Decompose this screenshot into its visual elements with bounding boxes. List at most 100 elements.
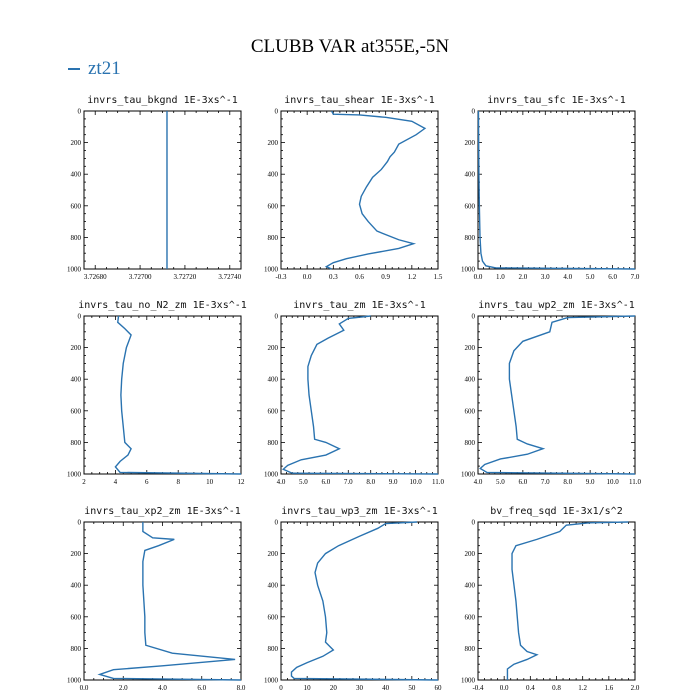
x-tick-label: 12 xyxy=(238,478,246,486)
plot-frame xyxy=(280,521,439,681)
subplot-4: invrs_tau_no_N2_zm 1E-3xs^-1 0 200 400 600 80… xyxy=(67,300,247,486)
x-tick-label: 40 xyxy=(382,684,390,692)
plot-frame xyxy=(83,315,242,475)
legend: zt21 xyxy=(68,58,121,80)
series-line xyxy=(97,522,242,681)
x-tick-label: 4.0 xyxy=(563,273,572,281)
x-tick-label: 3.72720 xyxy=(174,273,197,281)
subplot-1: invrs_tau_bkgnd 1E-3xs^-1 0 200 400 600 800 10… xyxy=(67,95,242,281)
y-tick-label: 200 xyxy=(268,139,279,147)
y-tick-label: 1000 xyxy=(67,471,82,479)
series-line xyxy=(477,110,636,270)
y-tick-label: 0 xyxy=(275,313,279,321)
figure-title: CLUBB VAR at355E,-5N xyxy=(250,36,450,57)
x-tick-label: 11.0 xyxy=(432,478,444,486)
y-tick-label: 600 xyxy=(268,202,279,210)
subplot-3: invrs_tau_sfc 1E-3xs^-1 0 200 400 600 800 1000… xyxy=(461,95,640,281)
y-tick-label: 400 xyxy=(268,376,279,384)
x-tick-label: 1.2 xyxy=(407,273,416,281)
x-tick-label: 10 xyxy=(304,684,312,692)
y-tick-label: 800 xyxy=(268,234,279,242)
subplot-title: invrs_tau_zm 1E-3xs^-1 xyxy=(293,300,425,311)
y-tick-label: 1000 xyxy=(264,677,279,685)
subplot-title: invrs_tau_wp2_zm 1E-3xs^-1 xyxy=(478,300,635,311)
y-tick-label: 600 xyxy=(268,407,279,415)
y-tick-label: 1000 xyxy=(67,266,82,274)
x-tick-label: 7.0 xyxy=(344,478,353,486)
x-tick-label: -0.4 xyxy=(472,684,484,692)
x-tick-label: 50 xyxy=(408,684,416,692)
y-tick-label: 600 xyxy=(71,407,82,415)
x-tick-label: 3.72680 xyxy=(84,273,107,281)
x-tick-label: 7.0 xyxy=(541,478,550,486)
y-tick-label: 800 xyxy=(71,234,82,242)
y-tick-label: 1000 xyxy=(264,471,279,479)
x-tick-label: 11.0 xyxy=(629,478,641,486)
y-tick-label: 0 xyxy=(275,519,279,527)
x-tick-label: 4.0 xyxy=(277,478,286,486)
y-tick-label: 400 xyxy=(465,171,476,179)
plot-frame xyxy=(280,110,439,270)
x-tick-label: 4.0 xyxy=(474,478,483,486)
x-tick-label: 0.0 xyxy=(80,684,89,692)
x-tick-label: 20 xyxy=(330,684,338,692)
plot-frame xyxy=(477,521,636,681)
y-tick-label: 800 xyxy=(268,645,279,653)
x-tick-label: 10.0 xyxy=(409,478,422,486)
x-tick-label: 1.6 xyxy=(604,684,613,692)
x-tick-label: 2.0 xyxy=(518,273,527,281)
legend-label: zt21 xyxy=(88,58,121,79)
y-tick-label: 400 xyxy=(71,582,82,590)
x-tick-label: 3.72700 xyxy=(129,273,152,281)
plot-frame xyxy=(83,521,242,681)
y-tick-label: 1000 xyxy=(461,471,476,479)
y-tick-label: 800 xyxy=(268,439,279,447)
x-tick-label: 5.0 xyxy=(586,273,595,281)
x-tick-label: 0.0 xyxy=(303,273,312,281)
y-tick-label: 400 xyxy=(268,582,279,590)
y-tick-label: 0 xyxy=(78,108,82,116)
y-tick-label: 400 xyxy=(268,171,279,179)
x-tick-label: 3.72740 xyxy=(218,273,241,281)
x-tick-label: 0.6 xyxy=(355,273,364,281)
x-tick-label: 6 xyxy=(145,478,149,486)
x-tick-label: 6.0 xyxy=(518,478,527,486)
x-tick-label: 0 xyxy=(279,684,283,692)
y-tick-label: 200 xyxy=(465,344,476,352)
plot-frame xyxy=(280,315,439,475)
x-tick-label: 2.0 xyxy=(119,684,128,692)
y-tick-label: 800 xyxy=(465,234,476,242)
x-tick-label: 4.0 xyxy=(158,684,167,692)
x-tick-label: 3.0 xyxy=(541,273,550,281)
x-tick-label: 0.9 xyxy=(381,273,390,281)
subplot-8: invrs_tau_wp3_zm 1E-3xs^-102004006008001… xyxy=(264,506,442,692)
x-tick-label: 60 xyxy=(435,684,443,692)
x-tick-label: 8.0 xyxy=(366,478,375,486)
y-tick-label: 200 xyxy=(71,344,82,352)
x-tick-label: 10 xyxy=(206,478,214,486)
plot-frame xyxy=(477,315,636,475)
y-tick-label: 0 xyxy=(78,313,82,321)
y-tick-label: 800 xyxy=(71,645,82,653)
subplot-title: invrs_tau_shear 1E-3xs^-1 xyxy=(284,95,435,106)
x-tick-label: 8 xyxy=(176,478,180,486)
y-tick-label: 200 xyxy=(268,550,279,558)
y-tick-label: 400 xyxy=(71,376,82,384)
y-tick-label: 1000 xyxy=(461,677,476,685)
subplot-7: invrs_tau_xp2_zm 1E-3xs^-10 200 400 600 800 1… xyxy=(67,506,246,692)
x-tick-label: 0.0 xyxy=(500,684,509,692)
y-tick-label: 800 xyxy=(71,439,82,447)
y-tick-label: 400 xyxy=(465,376,476,384)
x-tick-label: 1.5 xyxy=(434,273,443,281)
subplot-title: invrs_tau_sfc 1E-3xs^-1 xyxy=(487,95,625,106)
y-tick-label: 800 xyxy=(465,645,476,653)
x-tick-label: 8.0 xyxy=(237,684,246,692)
y-tick-label: 600 xyxy=(465,202,476,210)
x-tick-label: 8.0 xyxy=(563,478,572,486)
y-tick-label: 0 xyxy=(78,519,82,527)
y-tick-label: 0 xyxy=(472,108,476,116)
x-tick-label: 0.0 xyxy=(474,273,483,281)
x-tick-label: -0.3 xyxy=(275,273,287,281)
y-tick-label: 0 xyxy=(275,108,279,116)
